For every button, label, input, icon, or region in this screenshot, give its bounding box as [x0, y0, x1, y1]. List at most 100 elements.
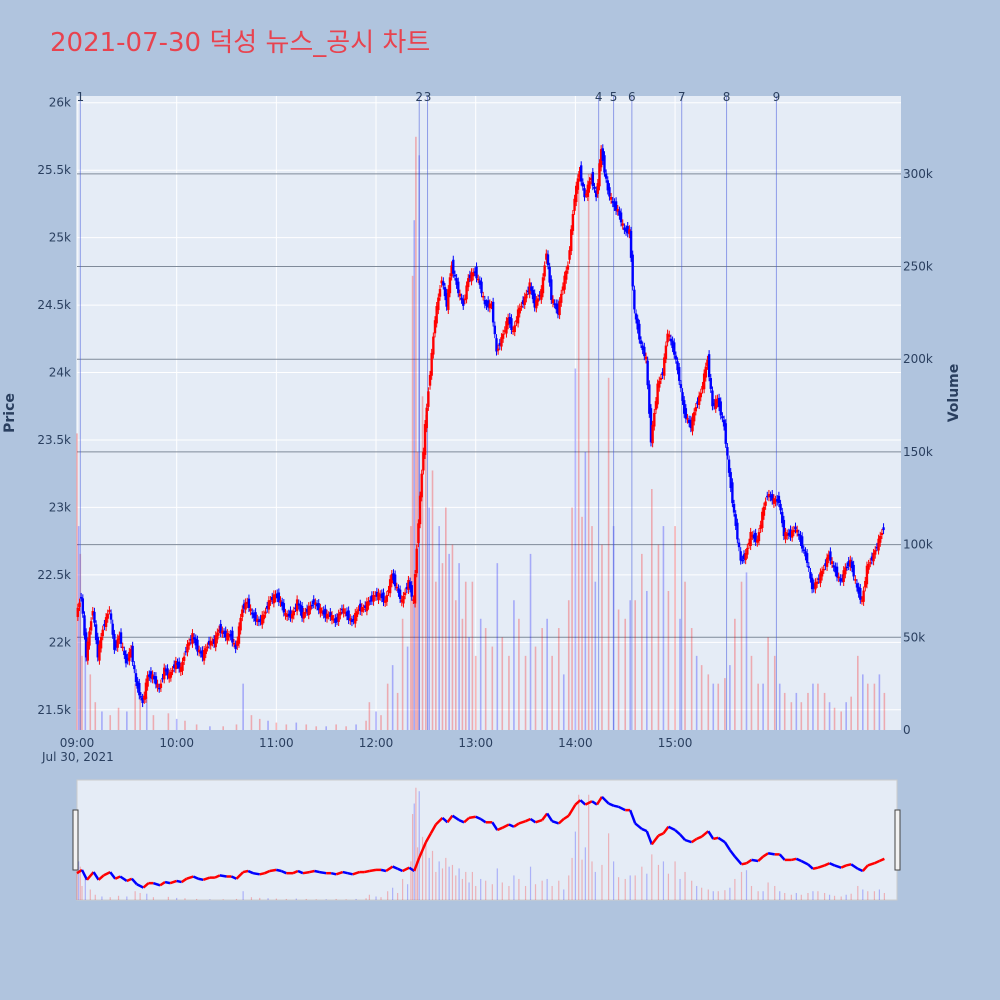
candle-body [857, 586, 860, 594]
volume-bar [305, 724, 308, 730]
candle-body [518, 307, 521, 314]
volume-bar [857, 655, 859, 730]
candle-body [214, 635, 217, 648]
candle-body [845, 566, 849, 569]
range-slider-line [595, 796, 604, 806]
candle-body [284, 612, 287, 616]
candle-body [349, 618, 352, 621]
range-slider-volume [591, 861, 593, 900]
volume-bar [413, 220, 416, 730]
range-slider-volume [468, 882, 470, 900]
range-slider-volume [624, 878, 626, 900]
range-slider-volume [508, 885, 510, 900]
range-slider-left-handle[interactable] [72, 809, 79, 871]
candle-body [601, 148, 604, 161]
candle-body [417, 523, 420, 544]
candle-body [206, 646, 209, 649]
candle-body [435, 306, 438, 324]
range-slider-volume [774, 885, 776, 900]
range-slider-volume [684, 871, 686, 900]
range-slider-right-handle[interactable] [894, 809, 901, 871]
candle-body [538, 295, 541, 297]
candle-body [540, 289, 543, 300]
range-slider-line [126, 877, 133, 883]
candle-body [199, 651, 202, 654]
range-slider-line [513, 822, 520, 828]
range-slider-volume [78, 861, 80, 900]
candle-body [415, 548, 418, 574]
range-slider-line [501, 823, 510, 829]
volume-tick-label: 300k [903, 167, 933, 181]
price-tick-label: 24k [49, 366, 71, 380]
candle-body [359, 603, 362, 612]
candle-body [184, 650, 188, 653]
candle-body [312, 599, 315, 605]
candle-body [251, 612, 254, 615]
candle-body [457, 281, 460, 294]
candle-body [295, 599, 299, 612]
volume-bar [77, 526, 80, 730]
candle-body [241, 609, 244, 618]
range-slider-volume [745, 870, 748, 900]
range-slider-line [97, 874, 105, 881]
candle-body [168, 673, 171, 679]
candle-body [870, 556, 874, 561]
candle-body [355, 611, 359, 617]
range-slider-line [468, 815, 476, 820]
range-slider-line [418, 841, 428, 859]
range-slider-line [463, 816, 470, 824]
volume-bar [184, 720, 186, 730]
candle-body [124, 654, 128, 664]
candle-body [513, 325, 516, 333]
volume-bar [134, 683, 136, 730]
candle-body [280, 601, 284, 607]
candle-body [872, 553, 875, 562]
candle-body [428, 374, 432, 386]
candle-body [528, 282, 531, 295]
range-slider-line [330, 871, 337, 876]
candle-body [480, 281, 483, 294]
volume-bar [222, 726, 224, 730]
news-marker-label: 6 [628, 90, 636, 104]
volume-bar [729, 665, 731, 730]
chart-title: 2021-07-30 덕성 뉴스_공시 차트 [50, 28, 431, 58]
range-slider-line [850, 863, 859, 870]
volume-bar [773, 655, 776, 730]
volume-bar [684, 581, 686, 730]
candle-body [347, 610, 350, 621]
volume-bar [845, 702, 847, 730]
volume-bar [607, 377, 610, 730]
candle-body [812, 583, 815, 589]
range-slider-volume [529, 866, 532, 900]
candle-body [702, 373, 706, 390]
range-slider-volume [335, 898, 337, 900]
candle-body [854, 579, 857, 581]
candle-body [556, 303, 560, 315]
candle-body [800, 536, 804, 549]
volume-bar [757, 683, 759, 730]
news-marker-label: 9 [773, 90, 781, 104]
range-slider-line [397, 867, 404, 873]
candle-body [656, 383, 659, 405]
volume-bar [812, 683, 814, 730]
range-slider-volume [117, 895, 120, 900]
candle-body [792, 529, 796, 533]
candle-body [530, 286, 533, 291]
candle-body [726, 447, 729, 456]
volume-bar [790, 702, 793, 730]
range-slider-line [700, 830, 710, 838]
volume-bar [641, 553, 643, 730]
candle-body [269, 600, 272, 602]
volume-bar [431, 470, 434, 730]
candle-body [498, 342, 501, 346]
range-slider[interactable] [76, 779, 898, 901]
volume-bar [401, 618, 404, 730]
candle-body [589, 177, 593, 181]
volume-bar [242, 683, 244, 730]
candle-body [809, 571, 812, 579]
candle-body [377, 592, 380, 600]
range-slider-volume [455, 875, 457, 900]
candle-body [297, 603, 300, 606]
candle-body [453, 274, 457, 277]
